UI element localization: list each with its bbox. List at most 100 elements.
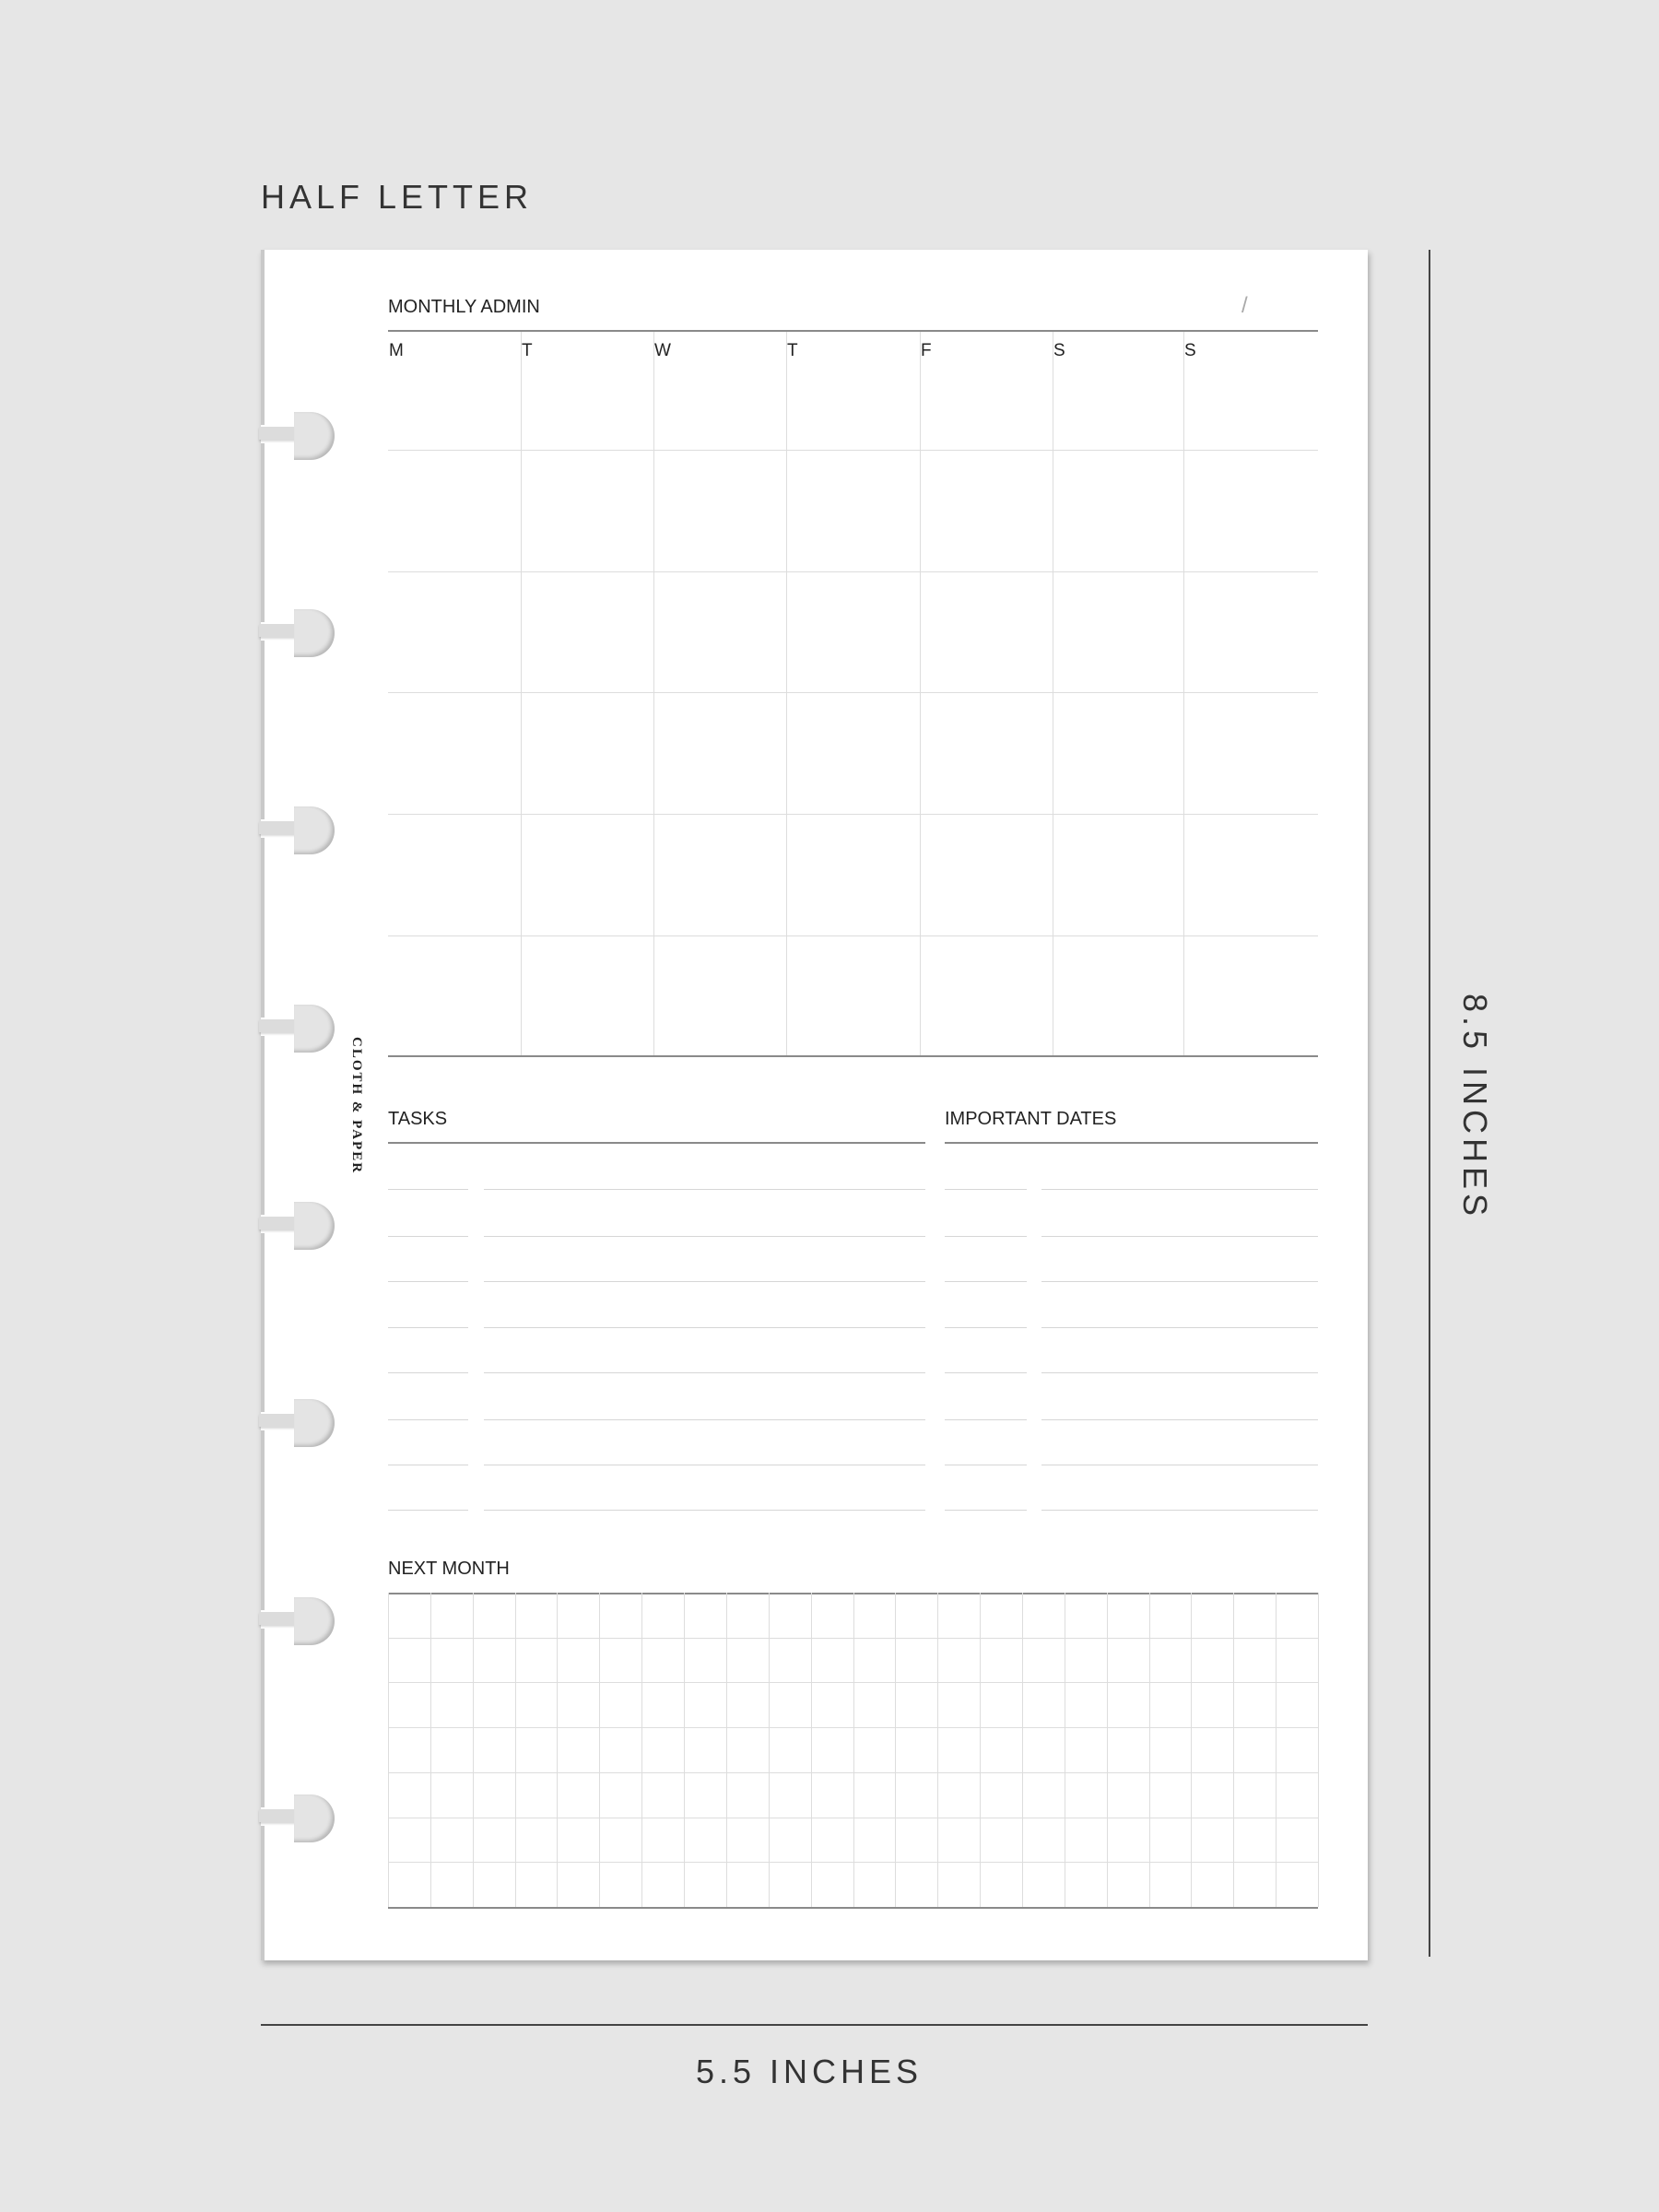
date-short-line [945, 1281, 1027, 1282]
spine-segment [261, 1233, 265, 1412]
disc-tab [259, 1202, 335, 1250]
tab-stem [259, 624, 300, 637]
grid-column-line [429, 1593, 431, 1907]
grid-column-line [641, 1593, 643, 1907]
day-header: T [522, 341, 533, 360]
grid-column-line [514, 1593, 516, 1907]
grid-row-line [388, 1682, 1318, 1684]
day-header: F [921, 341, 932, 360]
date-short-line [945, 1419, 1027, 1420]
task-line [484, 1281, 925, 1282]
disc-tab [259, 1597, 335, 1645]
disc-icon [294, 1202, 335, 1250]
date-line [1041, 1419, 1318, 1420]
date-line [1041, 1236, 1318, 1237]
disc-icon [294, 609, 335, 657]
date-short-line [945, 1372, 1027, 1373]
size-title: HALF LETTER [261, 178, 534, 216]
date-short-line [945, 1510, 1027, 1511]
grid-column-line [472, 1593, 474, 1907]
column-line [786, 332, 787, 1056]
date-line [1041, 1327, 1318, 1328]
grid-column-line [853, 1593, 854, 1907]
spine-segment [261, 1430, 265, 1610]
grid-row-line [388, 1637, 1318, 1639]
task-short-line [388, 1372, 468, 1373]
grid-column-line [895, 1593, 897, 1907]
spine-segment [261, 1036, 265, 1215]
height-dimension-line [1429, 250, 1430, 1957]
column-line [1183, 332, 1184, 1056]
disc-icon [294, 1794, 335, 1842]
disc-icon [294, 1005, 335, 1053]
grid-column-line [599, 1593, 601, 1907]
grid-column-line [1233, 1593, 1235, 1907]
disc-icon [294, 806, 335, 854]
spine-segment [261, 443, 265, 622]
disc-tab [259, 1399, 335, 1447]
day-header: M [389, 341, 404, 360]
task-short-line [388, 1327, 468, 1328]
grid-column-line [557, 1593, 559, 1907]
tab-stem [259, 1809, 300, 1822]
day-header: T [787, 341, 798, 360]
monthly-admin-title: MONTHLY ADMIN [388, 297, 540, 317]
column-line [920, 332, 921, 1056]
task-short-line [388, 1419, 468, 1420]
calendar-header-line [388, 330, 1318, 332]
width-dimension-label: 5.5 INCHES [695, 2053, 924, 2090]
date-line [1041, 1372, 1318, 1373]
height-dimension-label: 8.5 INCHES [1456, 993, 1494, 1221]
grid-row-line [388, 1862, 1318, 1864]
tab-stem [259, 1019, 300, 1032]
grid-column-line [768, 1593, 770, 1907]
date-short-line [945, 1189, 1027, 1190]
grid-column-line [388, 1593, 389, 1907]
task-line [484, 1327, 925, 1328]
grid-column-line [1106, 1593, 1108, 1907]
tab-stem [259, 821, 300, 834]
task-line [484, 1189, 925, 1190]
grid-column-line [1191, 1593, 1193, 1907]
column-line [653, 332, 654, 1056]
task-short-line [388, 1189, 468, 1190]
week-row-line [388, 450, 1318, 451]
date-short-line [945, 1236, 1027, 1237]
disc-tab [259, 412, 335, 460]
tasks-title: TASKS [388, 1109, 448, 1129]
grid-row-line [388, 1771, 1318, 1773]
grid-column-line [725, 1593, 727, 1907]
spine-segment [261, 1826, 265, 1960]
important-dates-header-line [945, 1142, 1318, 1144]
tab-stem [259, 1414, 300, 1427]
disc-icon [294, 1399, 335, 1447]
tab-stem [259, 1217, 300, 1230]
date-short-line [945, 1327, 1027, 1328]
spine-segment [261, 1629, 265, 1807]
disc-tab [259, 1005, 335, 1053]
grid-column-line [1021, 1593, 1023, 1907]
task-short-line [388, 1510, 468, 1511]
spine-segment [261, 250, 265, 425]
grid-column-line [1276, 1593, 1277, 1907]
grid-row-line [388, 1727, 1318, 1729]
disc-icon [294, 412, 335, 460]
disc-icon [294, 1597, 335, 1645]
disc-tab [259, 1794, 335, 1842]
tab-stem [259, 427, 300, 440]
width-dimension-line [261, 2024, 1368, 2026]
grid-column-line [1148, 1593, 1150, 1907]
task-line [484, 1419, 925, 1420]
week-row-line [388, 692, 1318, 693]
grid-column-line [980, 1593, 982, 1907]
task-line [484, 1510, 925, 1511]
date-line [1041, 1510, 1318, 1511]
task-line [484, 1372, 925, 1373]
date-line [1041, 1189, 1318, 1190]
grid-column-line [684, 1593, 686, 1907]
day-header: W [654, 341, 671, 360]
column-line [521, 332, 522, 1056]
disc-tab [259, 806, 335, 854]
week-row-line [388, 935, 1318, 936]
grid-column-line [937, 1593, 939, 1907]
